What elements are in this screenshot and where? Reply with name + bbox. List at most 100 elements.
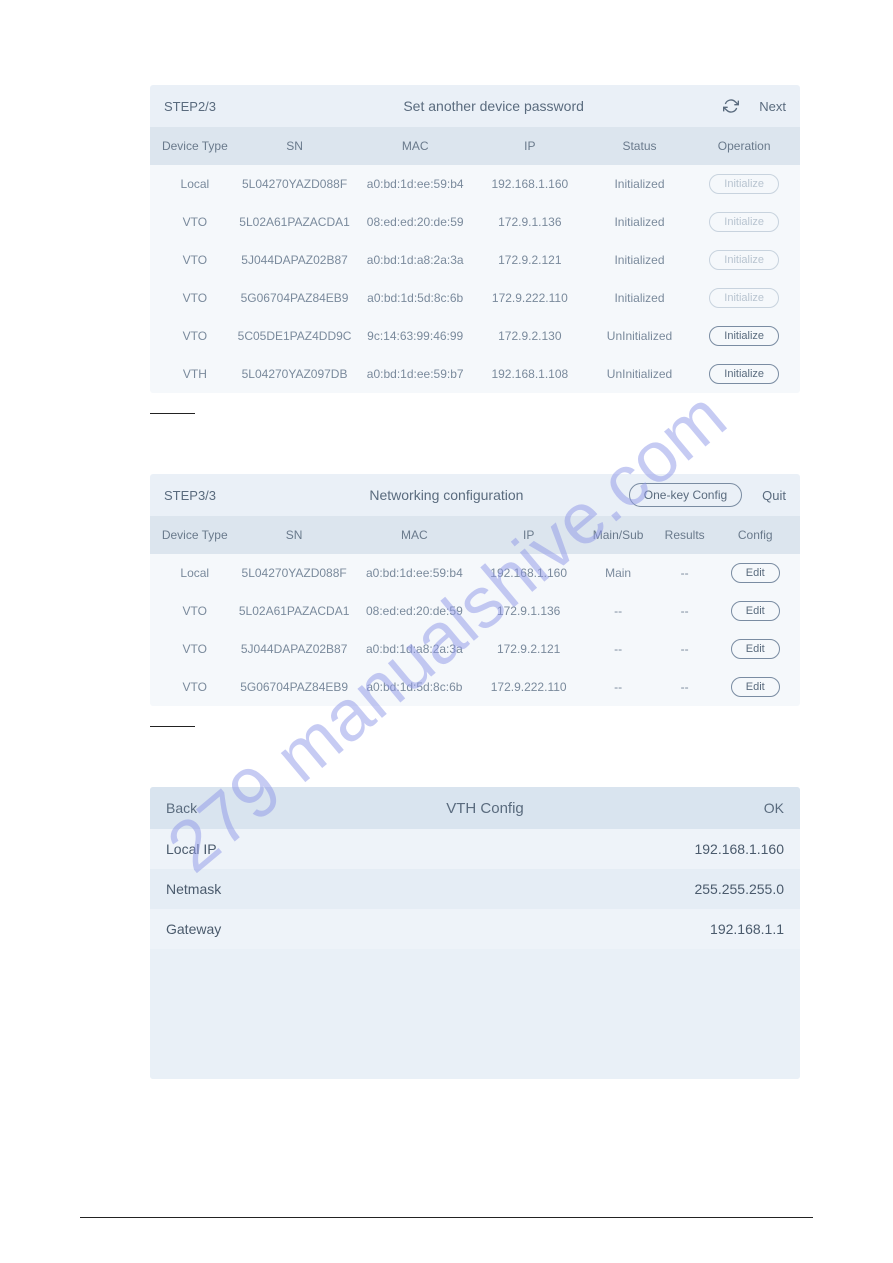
table-row: VTO5G06704PAZ84EB9a0:bd:1d:5d:8c:6b172.9… bbox=[150, 668, 800, 706]
refresh-icon[interactable] bbox=[723, 98, 739, 114]
col-device-type: Device Type bbox=[156, 528, 234, 542]
table-row: Local5L04270YAZD088Fa0:bd:1d:ee:59:b4192… bbox=[150, 554, 800, 592]
config-label: Gateway bbox=[166, 921, 710, 937]
cell-sn: 5G06704PAZ84EB9 bbox=[234, 291, 356, 305]
cell-sn: 5C05DE1PAZ4DD9C bbox=[234, 329, 356, 343]
step3-header: STEP3/3 Networking configuration One-key… bbox=[150, 474, 800, 516]
cell-results: -- bbox=[653, 604, 717, 618]
config-label: Local IP bbox=[166, 841, 694, 857]
edit-button[interactable]: Edit bbox=[731, 563, 780, 583]
cell-mac: a0:bd:1d:5d:8c:6b bbox=[355, 291, 475, 305]
cell-ip: 172.9.222.110 bbox=[475, 291, 585, 305]
cell-sn: 5L02A61PAZACDA1 bbox=[234, 604, 355, 618]
config-spacer bbox=[150, 949, 800, 1079]
cell-device-type: VTO bbox=[156, 253, 234, 267]
initialize-button[interactable]: Initialize bbox=[709, 364, 779, 384]
cell-status: UnInitialized bbox=[585, 329, 695, 343]
back-button[interactable]: Back bbox=[166, 800, 246, 816]
cell-ip: 192.168.1.108 bbox=[475, 367, 585, 381]
cell-sn: 5L04270YAZ097DB bbox=[234, 367, 356, 381]
cell-mac: a0:bd:1d:ee:59:b4 bbox=[355, 566, 474, 580]
cell-mac: 08:ed:ed:20:de:59 bbox=[355, 215, 475, 229]
page-footer-divider bbox=[80, 1217, 813, 1218]
config-value: 192.168.1.1 bbox=[710, 921, 784, 937]
divider-2 bbox=[150, 726, 195, 727]
cell-device-type: VTO bbox=[156, 642, 234, 656]
cell-ip: 172.9.222.110 bbox=[474, 680, 583, 694]
ok-button[interactable]: OK bbox=[724, 800, 784, 816]
config-row: Netmask255.255.255.0 bbox=[150, 869, 800, 909]
config-label: Netmask bbox=[166, 881, 694, 897]
cell-sn: 5G06704PAZ84EB9 bbox=[234, 680, 355, 694]
quit-button[interactable]: Quit bbox=[762, 488, 786, 503]
edit-button[interactable]: Edit bbox=[731, 677, 780, 697]
step2-label: STEP2/3 bbox=[164, 99, 264, 114]
cell-sn: 5L02A61PAZACDA1 bbox=[234, 215, 356, 229]
config-value: 255.255.255.0 bbox=[694, 881, 784, 897]
cell-ip: 192.168.1.160 bbox=[475, 177, 585, 191]
col-ip: IP bbox=[474, 528, 583, 542]
cell-sn: 5L04270YAZD088F bbox=[234, 566, 355, 580]
cell-device-type: VTO bbox=[156, 680, 234, 694]
cell-device-type: Local bbox=[156, 177, 234, 191]
vth-config-title: VTH Config bbox=[246, 800, 724, 817]
step3-table-header: Device Type SN MAC IP Main/Sub Results C… bbox=[150, 516, 800, 554]
step3-panel: STEP3/3 Networking configuration One-key… bbox=[150, 474, 800, 706]
edit-button[interactable]: Edit bbox=[731, 601, 780, 621]
cell-mac: a0:bd:1d:5d:8c:6b bbox=[355, 680, 474, 694]
cell-mac: 9c:14:63:99:46:99 bbox=[355, 329, 475, 343]
table-row: Local5L04270YAZD088Fa0:bd:1d:ee:59:b4192… bbox=[150, 165, 800, 203]
col-mac: MAC bbox=[355, 528, 474, 542]
step2-header: STEP2/3 Set another device password Next bbox=[150, 85, 800, 127]
table-row: VTO5C05DE1PAZ4DD9C9c:14:63:99:46:99172.9… bbox=[150, 317, 800, 355]
cell-device-type: VTO bbox=[156, 604, 234, 618]
col-status: Status bbox=[585, 139, 695, 153]
initialize-button[interactable]: Initialize bbox=[709, 326, 779, 346]
cell-status: Initialized bbox=[585, 291, 695, 305]
initialize-button: Initialize bbox=[709, 174, 779, 194]
cell-ip: 192.168.1.160 bbox=[474, 566, 583, 580]
col-ip: IP bbox=[475, 139, 585, 153]
table-row: VTO5L02A61PAZACDA108:ed:ed:20:de:59172.9… bbox=[150, 592, 800, 630]
cell-mac: a0:bd:1d:ee:59:b7 bbox=[355, 367, 475, 381]
cell-mac: a0:bd:1d:ee:59:b4 bbox=[355, 177, 475, 191]
cell-ip: 172.9.2.130 bbox=[475, 329, 585, 343]
vth-config-panel: Back VTH Config OK Local IP192.168.1.160… bbox=[150, 787, 800, 1079]
col-sn: SN bbox=[234, 528, 355, 542]
col-main-sub: Main/Sub bbox=[583, 528, 653, 542]
cell-main-sub: -- bbox=[583, 642, 653, 656]
col-mac: MAC bbox=[355, 139, 475, 153]
cell-ip: 172.9.2.121 bbox=[474, 642, 583, 656]
cell-device-type: Local bbox=[156, 566, 234, 580]
next-button[interactable]: Next bbox=[759, 99, 786, 114]
col-config: Config bbox=[716, 528, 794, 542]
cell-results: -- bbox=[653, 680, 717, 694]
initialize-button: Initialize bbox=[709, 212, 779, 232]
col-results: Results bbox=[653, 528, 717, 542]
cell-status: Initialized bbox=[585, 177, 695, 191]
cell-sn: 5L04270YAZD088F bbox=[234, 177, 356, 191]
cell-device-type: VTO bbox=[156, 291, 234, 305]
cell-sn: 5J044DAPAZ02B87 bbox=[234, 253, 356, 267]
table-row: VTO5L02A61PAZACDA108:ed:ed:20:de:59172.9… bbox=[150, 203, 800, 241]
cell-status: Initialized bbox=[585, 253, 695, 267]
table-row: VTO5J044DAPAZ02B87a0:bd:1d:a8:2a:3a172.9… bbox=[150, 630, 800, 668]
initialize-button: Initialize bbox=[709, 288, 779, 308]
edit-button[interactable]: Edit bbox=[731, 639, 780, 659]
cell-device-type: VTO bbox=[156, 329, 234, 343]
config-row: Local IP192.168.1.160 bbox=[150, 829, 800, 869]
onekey-config-button[interactable]: One-key Config bbox=[629, 483, 742, 507]
config-row: Gateway192.168.1.1 bbox=[150, 909, 800, 949]
step2-title: Set another device password bbox=[264, 98, 723, 114]
cell-status: UnInitialized bbox=[585, 367, 695, 381]
table-row: VTO5G06704PAZ84EB9a0:bd:1d:5d:8c:6b172.9… bbox=[150, 279, 800, 317]
col-sn: SN bbox=[234, 139, 356, 153]
table-row: VTO5J044DAPAZ02B87a0:bd:1d:a8:2a:3a172.9… bbox=[150, 241, 800, 279]
cell-status: Initialized bbox=[585, 215, 695, 229]
cell-mac: a0:bd:1d:a8:2a:3a bbox=[355, 642, 474, 656]
vth-config-header: Back VTH Config OK bbox=[150, 787, 800, 829]
step2-table-header: Device Type SN MAC IP Status Operation bbox=[150, 127, 800, 165]
cell-main-sub: -- bbox=[583, 680, 653, 694]
divider-1 bbox=[150, 413, 195, 414]
step3-title: Networking configuration bbox=[264, 487, 629, 503]
